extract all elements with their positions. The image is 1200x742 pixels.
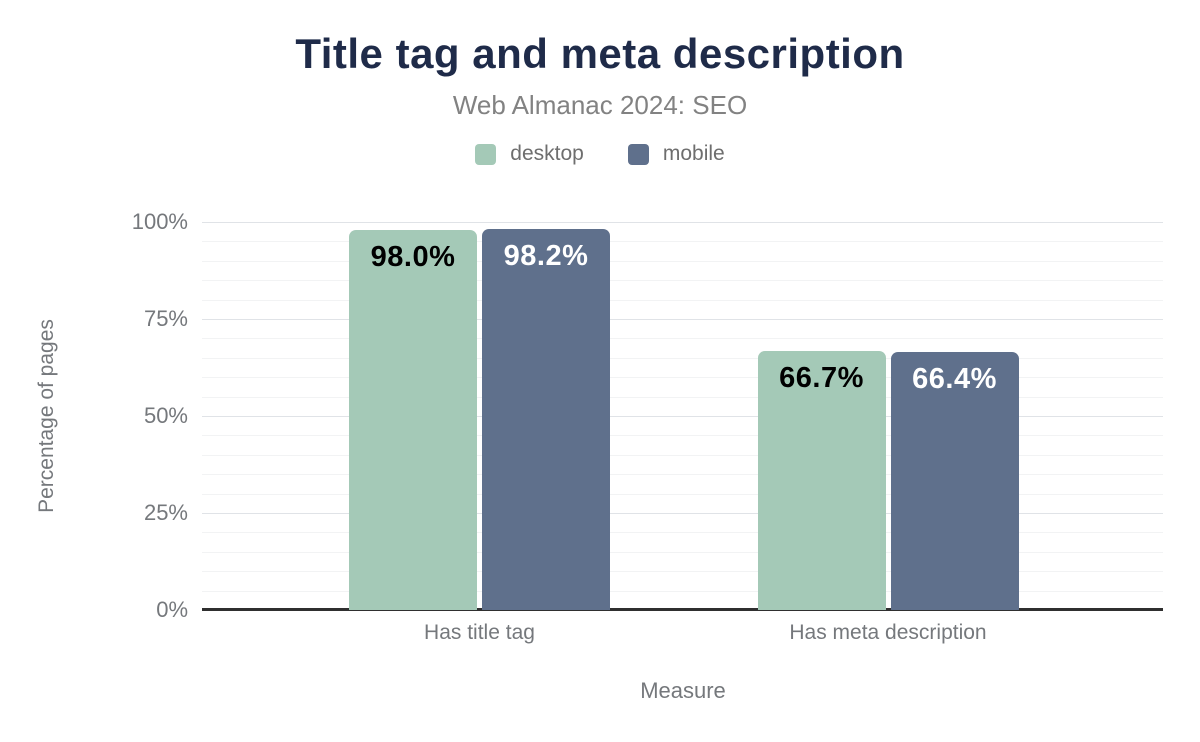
y-tick-label: 75%: [143, 306, 188, 331]
gridline-minor: [202, 590, 1163, 592]
legend-label-mobile: mobile: [662, 142, 725, 165]
chart-subtitle: Web Almanac 2024: SEO: [452, 90, 748, 120]
gridline-major: [202, 513, 1163, 514]
gridline-minor: [202, 260, 1163, 262]
legend-item-desktop: desktop: [475, 142, 584, 166]
gridline-minor: [202, 551, 1163, 553]
gridline-minor: [202, 474, 1163, 476]
bar-mobile-2: 66.4%: [890, 352, 1019, 610]
gridline-major: [202, 319, 1163, 320]
bar-desktop-2: 66.7%: [757, 351, 886, 610]
gridline-minor: [202, 571, 1163, 573]
y-tick-label: 100%: [131, 209, 188, 234]
legend-item-mobile: mobile: [627, 142, 725, 166]
y-tick-label: 50%: [143, 403, 188, 428]
gridline-minor: [202, 280, 1163, 282]
bar-mobile-1: 98.2%: [482, 228, 610, 610]
gridline-minor: [202, 241, 1163, 243]
legend-label-desktop: desktop: [510, 142, 584, 165]
gridline-major: [202, 416, 1163, 417]
gridline-minor: [202, 299, 1163, 301]
gridline-minor: [202, 454, 1163, 456]
gridline-minor: [202, 396, 1163, 398]
x-axis-title: Measure: [640, 678, 726, 703]
gridline-minor: [202, 377, 1163, 379]
gridline-minor: [202, 435, 1163, 437]
gridline-minor: [202, 493, 1163, 495]
legend: desktop mobile: [0, 142, 1200, 166]
bar-value-label: 98.0%: [370, 240, 456, 273]
x-tick-label: Has title tag: [424, 621, 535, 644]
bar-value-label: 98.2%: [503, 239, 589, 272]
bar-value-label: 66.4%: [912, 363, 997, 396]
x-tick-label: Has meta description: [789, 621, 987, 644]
legend-swatch-mobile-icon: [627, 143, 649, 165]
chart-title: Title tag and meta description: [295, 30, 905, 77]
y-tick-label: 0%: [156, 597, 188, 622]
gridline-minor: [202, 532, 1163, 534]
y-tick-label: 25%: [143, 500, 188, 525]
bar-desktop-1: 98.0%: [349, 229, 477, 610]
gridline-minor: [202, 357, 1163, 359]
gridline-minor: [202, 338, 1163, 340]
x-axis-line: [202, 608, 1163, 611]
y-axis-title: Percentage of pages: [35, 319, 58, 513]
bar-value-label: 66.7%: [779, 362, 864, 395]
gridline-major: [202, 222, 1163, 223]
legend-swatch-desktop-icon: [475, 143, 497, 165]
